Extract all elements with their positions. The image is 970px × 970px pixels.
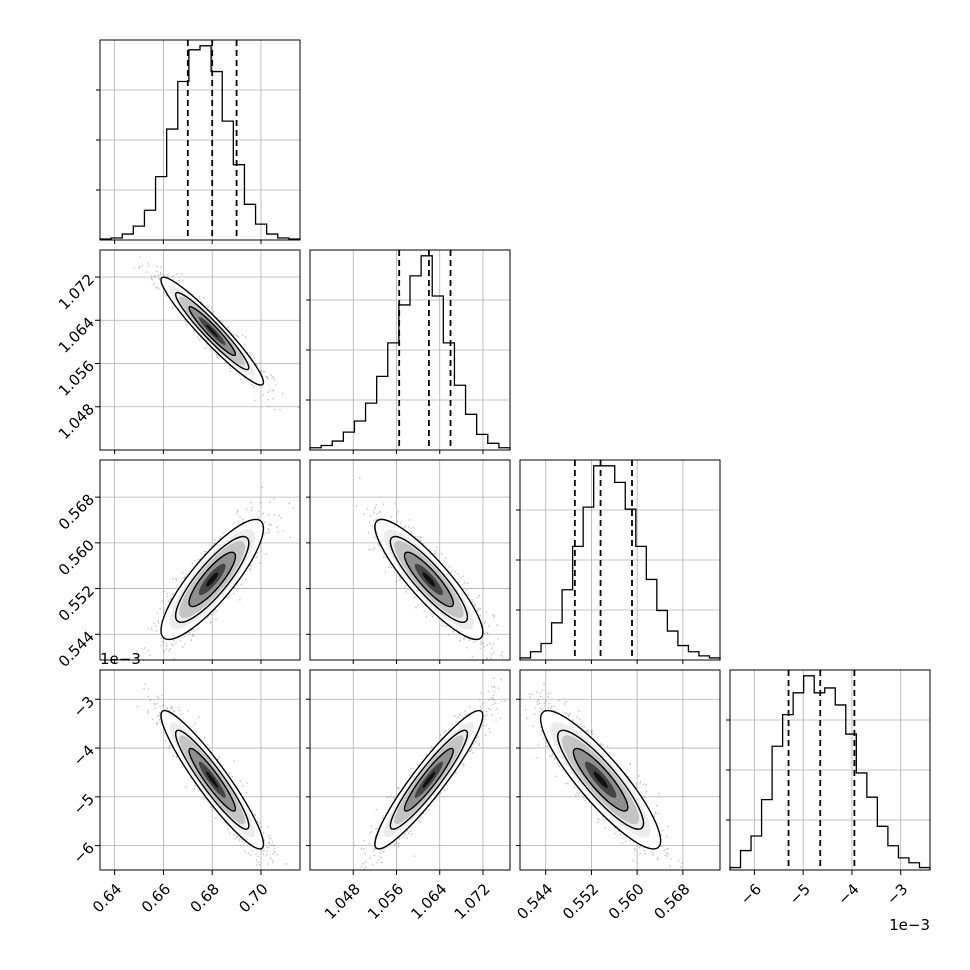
contour-line — [374, 709, 484, 850]
contour-line — [557, 729, 645, 830]
panel-frame — [99, 459, 301, 661]
panel-frame — [99, 249, 301, 451]
scatter-panel-4-2 — [309, 669, 511, 871]
density-level — [593, 771, 608, 788]
hist-step-line — [309, 255, 511, 450]
scatter-panel-3-2 — [309, 459, 511, 661]
panel-frame — [519, 669, 721, 871]
y-offset-label: 1e−3 — [100, 650, 141, 668]
density-level — [206, 572, 219, 587]
panel-frame — [309, 669, 511, 871]
panel-content — [144, 486, 295, 660]
contour-line — [174, 729, 250, 830]
hist-panel-4 — [726, 669, 931, 871]
contour-line — [174, 535, 250, 623]
panel-content — [354, 677, 510, 870]
x-offset-label: 1e−3 — [889, 916, 930, 934]
density-level — [422, 771, 436, 788]
panel-frame — [729, 669, 931, 871]
contour-line — [389, 535, 469, 623]
panel-frame — [519, 459, 721, 661]
contour-line — [174, 291, 250, 371]
scatter-panel-4-3 — [519, 669, 721, 871]
scatter-panel-4-1 — [99, 669, 301, 871]
panel-content — [136, 683, 288, 870]
contour-line — [160, 518, 265, 641]
contour-line — [160, 709, 265, 850]
contour-line — [188, 551, 237, 608]
contour-line — [539, 709, 662, 850]
panel-frame — [99, 39, 301, 241]
hist-step-line — [519, 465, 721, 660]
contour-line — [188, 747, 237, 812]
hist-panel-3 — [516, 459, 721, 661]
hist-panel-1 — [96, 39, 301, 241]
panel-frame — [99, 669, 301, 871]
hist-step-line — [99, 45, 301, 240]
density-level — [422, 572, 436, 587]
contour-line — [403, 551, 454, 608]
contour-line — [389, 729, 469, 830]
hist-step-line — [729, 675, 931, 870]
panel-content — [133, 256, 300, 411]
contour-line — [188, 305, 237, 357]
panel-frame — [309, 459, 511, 661]
hist-panel-2 — [306, 249, 511, 451]
contour-line — [374, 518, 484, 641]
panel-frame — [309, 249, 511, 451]
panel-content — [356, 477, 504, 660]
scatter-panel-2-1 — [99, 249, 301, 451]
scatter-panel-3-1 — [99, 459, 301, 661]
contour-line — [403, 747, 454, 812]
density-level — [206, 771, 219, 789]
density-level — [206, 324, 219, 338]
contour-line — [572, 747, 629, 812]
panel-content — [520, 683, 711, 870]
contour-line — [160, 276, 265, 386]
